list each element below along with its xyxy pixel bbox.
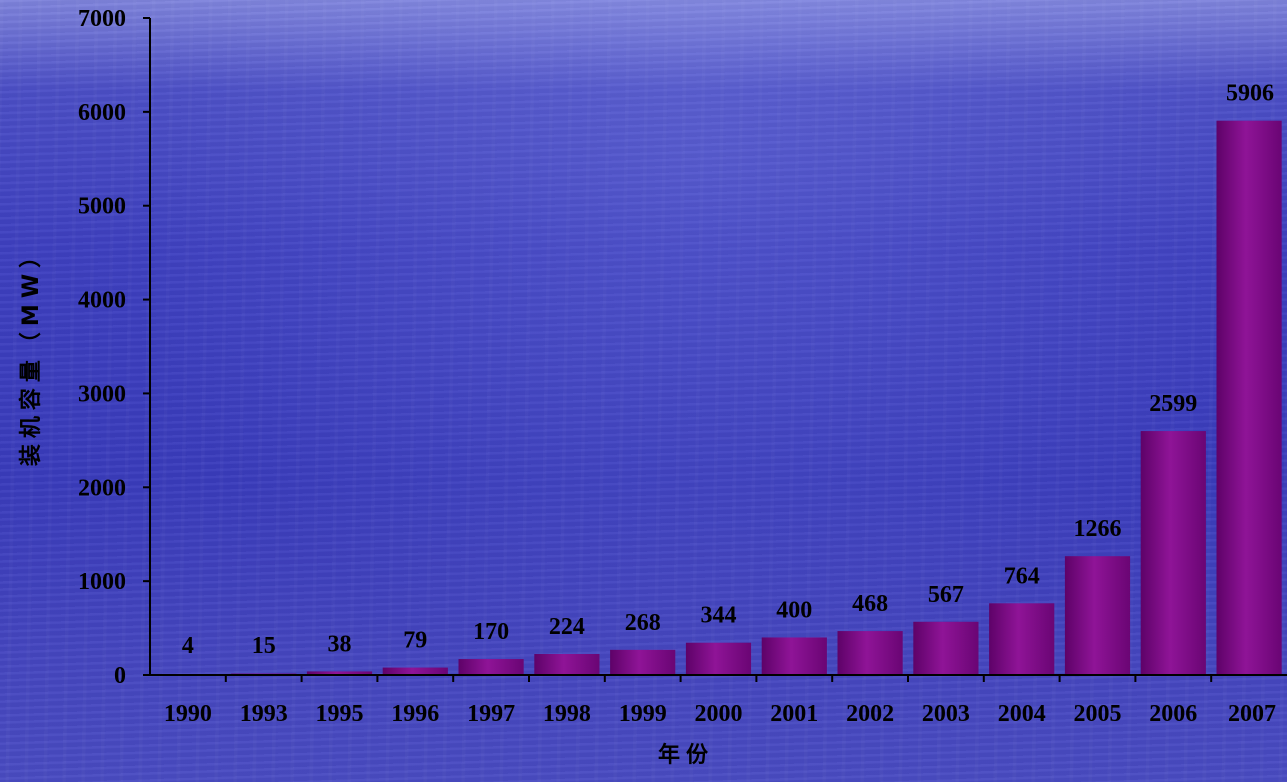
bar-2005 — [1065, 556, 1130, 675]
bars-group — [155, 121, 1281, 675]
bar-1998 — [534, 654, 599, 675]
x-tick-label-1996: 1996 — [391, 701, 439, 727]
data-label-1990: 4 — [182, 633, 194, 659]
x-tick-label-1990: 1990 — [164, 701, 212, 727]
x-axis-title: 年份 — [658, 742, 714, 768]
bar-1999 — [610, 650, 675, 675]
x-tick-label-1995: 1995 — [316, 701, 364, 727]
data-label-1996: 79 — [403, 628, 427, 654]
x-tick-label-2005: 2005 — [1074, 701, 1122, 727]
y-tick-label: 2000 — [78, 475, 126, 501]
data-label-1997: 170 — [473, 619, 509, 645]
bar-2004 — [989, 603, 1054, 675]
x-tick-label-1993: 1993 — [240, 701, 288, 727]
x-tick-label-2006: 2006 — [1149, 701, 1197, 727]
x-tick-label-2004: 2004 — [998, 701, 1046, 727]
y-tick-label: 7000 — [78, 6, 126, 32]
x-tick-label-2001: 2001 — [770, 701, 818, 727]
y-tick-label: 1000 — [78, 569, 126, 595]
bar-2003 — [913, 622, 978, 675]
data-label-2002: 468 — [852, 591, 888, 617]
y-ticks-group: 0 1000 2000 3000 4000 5000 6000 7000 — [78, 6, 150, 689]
x-tick-label-2003: 2003 — [922, 701, 970, 727]
y-axis-title: 装机容量（MW） — [18, 240, 44, 466]
bar-2002 — [838, 631, 903, 675]
bar-1997 — [459, 659, 524, 675]
y-tick-label: 0 — [114, 663, 126, 689]
data-label-2005: 1266 — [1074, 516, 1122, 542]
data-label-1998: 224 — [549, 614, 585, 640]
x-tick-label-1999: 1999 — [619, 701, 667, 727]
data-label-2003: 567 — [928, 582, 964, 608]
data-label-2000: 344 — [701, 603, 737, 629]
data-label-1995: 38 — [328, 631, 352, 657]
data-label-2001: 400 — [776, 597, 812, 623]
x-tick-label-2000: 2000 — [695, 701, 743, 727]
x-tick-label-2007: 2007 — [1228, 701, 1276, 727]
x-tick-label-1998: 1998 — [543, 701, 591, 727]
y-tick-label: 3000 — [78, 381, 126, 407]
bar-2007 — [1217, 121, 1282, 675]
data-label-2006: 2599 — [1149, 391, 1197, 417]
bar-2006 — [1141, 431, 1206, 675]
bar-2000 — [686, 643, 751, 675]
y-tick-label: 4000 — [78, 288, 126, 314]
x-tick-label-1997: 1997 — [467, 701, 515, 727]
y-tick-label: 5000 — [78, 194, 126, 220]
bar-1996 — [383, 668, 448, 675]
data-label-2004: 764 — [1004, 563, 1040, 589]
data-label-2007: 5906 — [1226, 81, 1274, 107]
bar-2001 — [762, 637, 827, 675]
y-tick-label: 6000 — [78, 100, 126, 126]
x-tick-label-2002: 2002 — [846, 701, 894, 727]
data-label-1993: 15 — [252, 633, 276, 659]
data-label-1999: 268 — [625, 610, 661, 636]
x-ticks-group: 1990 1993 1995 1996 1997 1998 1999 2000 2001 2002… — [164, 675, 1276, 727]
